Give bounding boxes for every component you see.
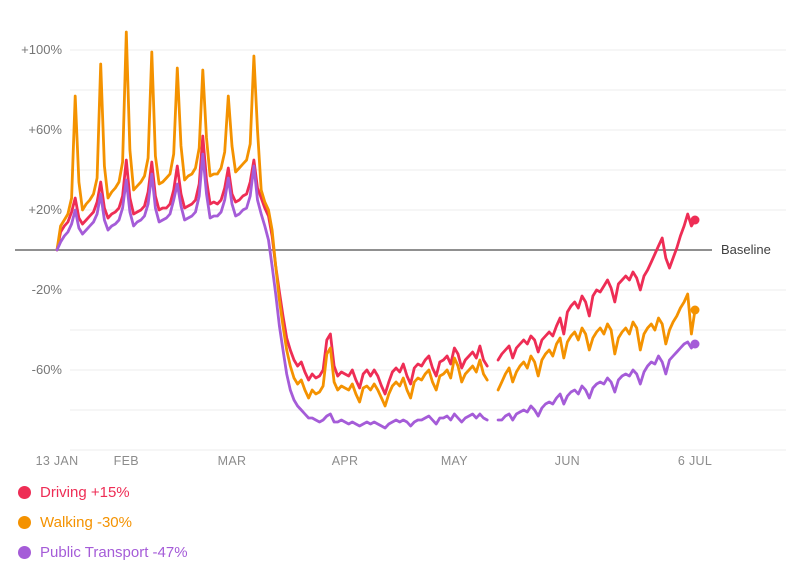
y-axis-tick-label: +100% [21, 42, 62, 57]
x-axis-tick-label: MAY [440, 454, 468, 468]
y-axis: +100% +60% +20% -20% -60% [0, 0, 62, 585]
legend-label: Driving +15% [40, 484, 130, 501]
legend-dot-walking-icon [18, 516, 31, 529]
baseline-label: Baseline [721, 242, 771, 257]
legend-label: Public Transport -47% [40, 544, 188, 561]
walking-end-dot [690, 305, 700, 315]
x-axis-tick-label: APR [331, 454, 359, 468]
x-axis-tick-label: JUN [554, 454, 580, 468]
x-axis-tick-label: 13 JAN [35, 454, 79, 468]
legend-dot-public-transport-icon [18, 546, 31, 559]
legend-item-public-transport: Public Transport -47% [18, 542, 188, 563]
public-transport-end-dot [690, 339, 700, 349]
driving-end-dot [690, 215, 700, 225]
y-axis-tick-label: -20% [31, 282, 62, 297]
x-axis-tick-label: MAR [217, 454, 247, 468]
legend: Driving +15% Walking -30% Public Transport… [18, 482, 188, 563]
walking-line [496, 292, 697, 392]
y-axis-tick-label: +20% [28, 202, 62, 217]
legend-dot-driving-icon [18, 486, 31, 499]
legend-label: Walking -30% [40, 514, 132, 531]
x-axis-tick-label: FEB [113, 454, 139, 468]
legend-item-walking: Walking -30% [18, 512, 188, 533]
legend-item-driving: Driving +15% [18, 482, 188, 503]
walking-line [55, 30, 489, 408]
x-axis-tick-label: 6 JUL [677, 454, 713, 468]
public-transport-line [55, 152, 489, 430]
y-axis-tick-label: -60% [31, 362, 62, 377]
public-transport-line [496, 340, 697, 422]
driving-line [496, 212, 697, 362]
y-axis-tick-label: +60% [28, 122, 62, 137]
